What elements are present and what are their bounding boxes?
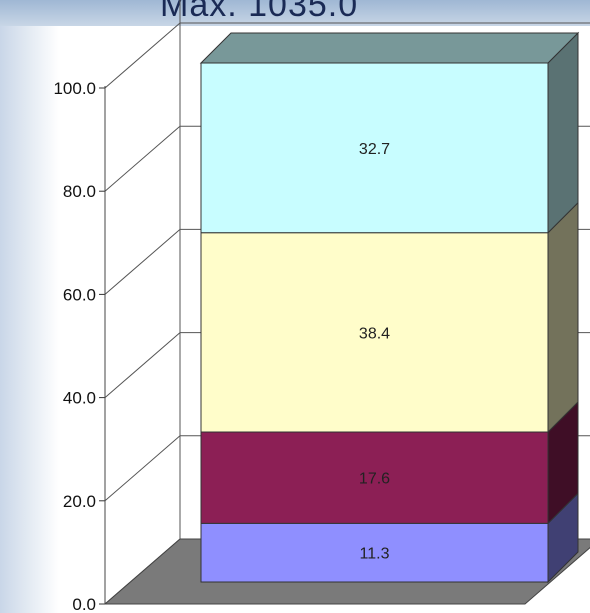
y-axis: 0.0 20.0 40.0 60.0 80.0 100.0: [53, 79, 105, 613]
y-tick-label-1: 20.0: [63, 492, 96, 511]
data-label-3: 32.7: [359, 141, 390, 158]
y-tick-label-3: 60.0: [63, 285, 96, 304]
data-label-2: 38.4: [359, 325, 390, 342]
bar-top-face: [201, 33, 578, 63]
y-tick-label-4: 80.0: [63, 182, 96, 201]
data-label-1: 17.6: [359, 471, 390, 488]
stacked-bar: 11.3 17.6 38.4 32.7: [201, 33, 578, 582]
data-label-0: 11.3: [360, 546, 390, 563]
y-tick-label-0: 0.0: [72, 595, 96, 613]
bar-segment-side-3: [548, 33, 578, 233]
y-tick-label-5: 100.0: [53, 79, 96, 98]
bar-segment-side-2: [548, 203, 578, 432]
y-tick-label-2: 40.0: [63, 389, 96, 408]
